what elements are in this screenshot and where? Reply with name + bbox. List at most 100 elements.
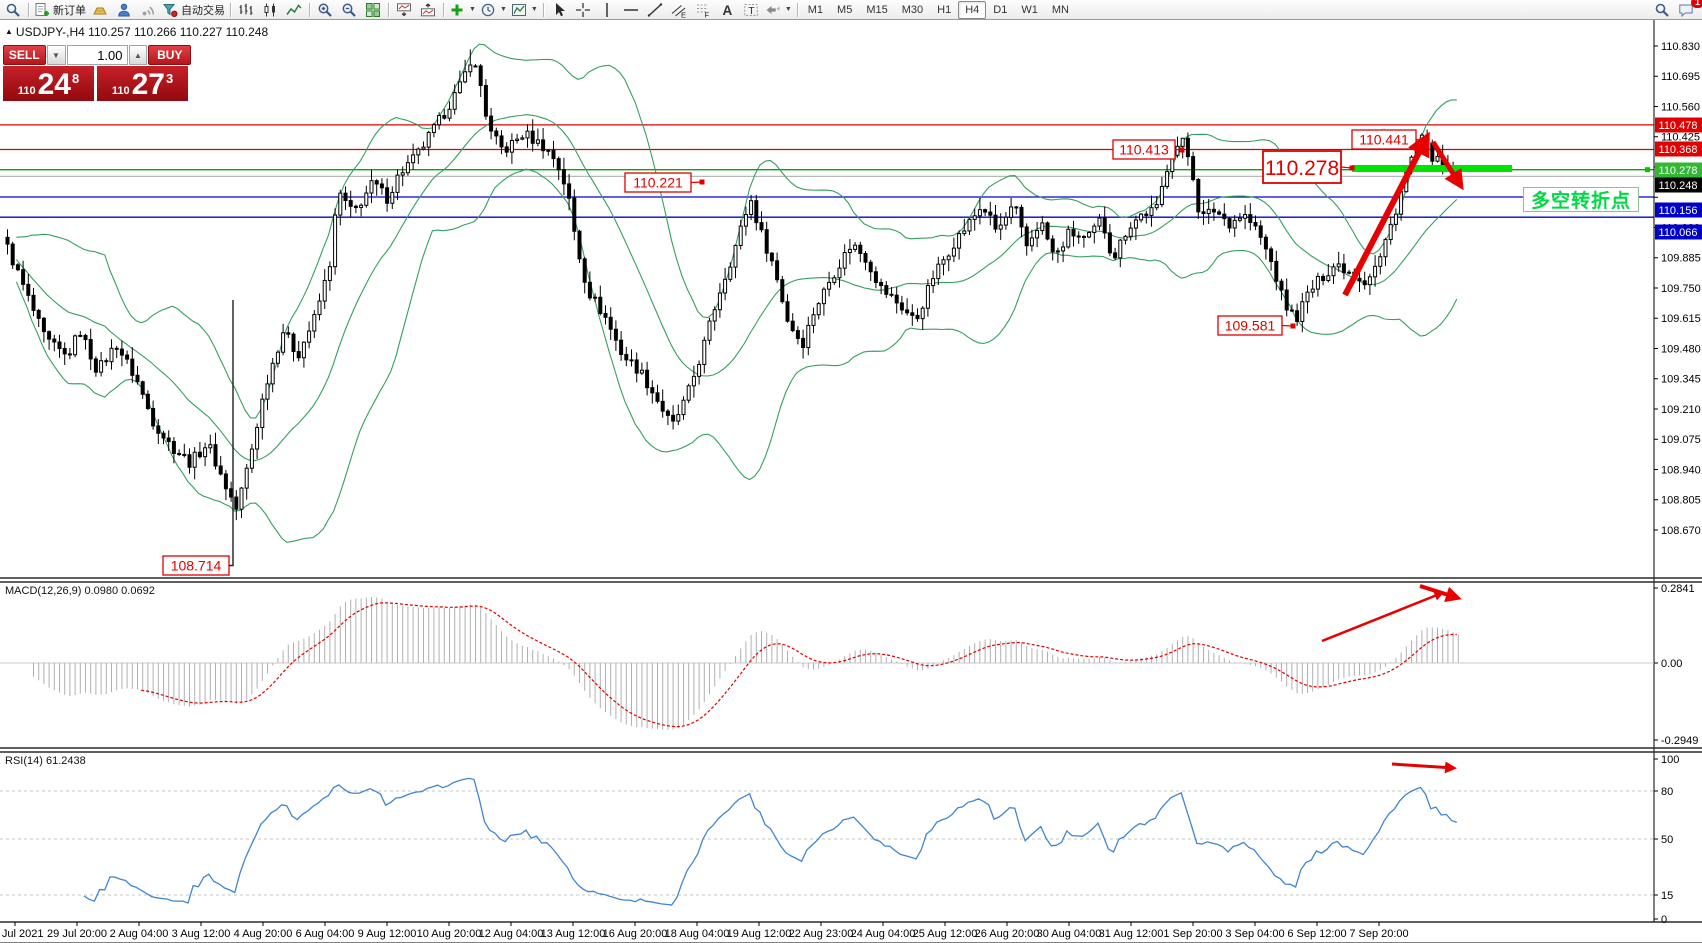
fibonacci-tool-button[interactable]: F [691,1,715,19]
svg-text:T: T [748,5,755,17]
price-label-109.581[interactable]: 109.581 [1217,315,1296,336]
rsi-tick-label: 0 [1661,914,1667,926]
red-arrow-annotation[interactable] [1391,761,1457,774]
time-tick-label: 24 Aug 04:00 [851,928,916,940]
timeframe-mn-button[interactable]: MN [1051,3,1069,16]
channel-tool-button[interactable]: E [667,1,691,19]
tile-windows-icon [366,2,380,17]
price-badge-text: 110.156 [1659,205,1698,217]
signals-button[interactable] [136,1,160,19]
market-watch-icon [118,3,130,16]
macd-axis[interactable]: 0.2841 0.00 -0.2949 [1654,583,1698,747]
time-tick-label: 18 Aug 04:00 [665,928,730,940]
indicator-window-1-button[interactable] [392,1,416,19]
red-arrow-annotation[interactable] [1342,131,1430,297]
price-label-108.714[interactable]: 108.714 [162,300,234,576]
periods-dropdown-icon[interactable]: ▼ [499,6,507,13]
add-indicator-button[interactable]: ▼ [447,1,478,19]
zoom-out-button[interactable] [337,1,361,19]
shapes-tool-dropdown-icon[interactable]: ▼ [784,6,792,13]
new-order-button[interactable]: 新订单 [32,1,88,19]
timeframe-m1-button[interactable]: M1 [807,3,824,16]
search-button[interactable] [1650,1,1674,19]
chart-window[interactable]: 110.830110.695110.560110.425110.020109.8… [0,20,1702,942]
tile-windows-button[interactable] [361,1,385,19]
new-order-label: 新订单 [53,4,86,17]
price-tick-label: 108.670 [1661,525,1701,537]
time-tick-label: 1 Sep 20:00 [1163,928,1222,940]
buy-button[interactable]: BUY [148,45,191,65]
templates-button[interactable]: ▼ [509,1,540,19]
periods-button[interactable]: ▼ [478,1,509,19]
time-tick-label: 25 Aug 12:00 [913,928,978,940]
volume-input[interactable] [66,45,128,65]
vline-tool-button[interactable] [595,1,619,19]
rsi-tick-label: 15 [1661,890,1673,902]
green-line-handle[interactable] [1645,167,1650,173]
cursor-tool-button[interactable] [547,1,571,19]
timeframe-m15-button[interactable]: M15 [866,3,888,16]
sell-price-box[interactable]: 110 24 8 [3,66,94,101]
text-tool-button[interactable]: A [715,1,739,19]
buy-price-box[interactable]: 110 27 3 [97,66,188,101]
timeframe-w1-button[interactable]: W1 [1021,3,1038,16]
timeframe-h1-button[interactable]: H1 [937,3,952,16]
price-label-110.278[interactable]: 110.278 [1262,150,1355,184]
collapse-panel-icon[interactable]: ▲ [5,27,13,36]
red-arrow-annotation[interactable] [1321,591,1445,643]
green-highlight-bar[interactable] [1352,165,1512,172]
price-badge-text: 110.248 [1659,180,1698,192]
bar-chart-mode-button[interactable] [234,1,258,19]
symbols-search-button[interactable] [1,1,25,19]
zoom-in-button[interactable] [313,1,337,19]
indicator-window-2-button[interactable] [416,1,440,19]
price-label-text: 110.413 [1119,142,1169,158]
macd-tick-label: 0.00 [1661,658,1682,670]
search-icon [1655,3,1669,17]
red-arrow-annotation[interactable] [1430,140,1464,191]
templates-dropdown-icon[interactable]: ▼ [530,6,538,13]
volume-increase-button[interactable]: ▲ [128,45,148,65]
timeframe-d1-button[interactable]: D1 [993,3,1008,16]
label-tool-button[interactable]: T [739,1,763,19]
shapes-tool-button[interactable]: ▼ [763,1,794,19]
bollinger-upper-band [16,43,1457,419]
pane-separator[interactable] [0,577,1702,583]
autotrade-icon [162,3,178,17]
red-arrow-annotation[interactable] [1419,584,1462,603]
candlestick-mode-icon [264,3,275,16]
autotrade-button[interactable]: 自动交易 [160,1,227,19]
notifications-button[interactable]: 1 [1674,0,1702,19]
rsi-line [83,777,1458,906]
candlestick-mode-button[interactable] [258,1,282,19]
price-tick-label: 110.830 [1661,41,1700,53]
crosshair-tool-button[interactable] [571,1,595,19]
line-chart-mode-button[interactable] [282,1,306,19]
price-label-110.221[interactable]: 110.221 [624,172,705,193]
periods-icon [481,3,495,16]
trendline-tool-button[interactable] [643,1,667,19]
price-label-text: 110.441 [1359,132,1409,148]
rsi-axis[interactable]: 100 80 50 15 0 [1654,754,1679,926]
volume-decrease-button[interactable]: ▼ [46,45,66,65]
turning-point-text-object[interactable]: 多空转折点 [1523,187,1639,212]
time-tick-label: 7 Sep 20:00 [1349,928,1408,940]
hline-tool-button[interactable] [619,1,643,19]
timeframe-m30-button[interactable]: M30 [901,3,924,16]
price-label-110.441[interactable]: 110.441 [1351,129,1425,150]
hline-tool-icon [623,8,638,11]
price-label-110.413[interactable]: 110.413 [1112,139,1185,160]
add-indicator-dropdown-icon[interactable]: ▼ [469,6,476,13]
timeframe-m5-button[interactable]: M5 [837,3,853,16]
price-tick-label: 109.075 [1661,434,1701,446]
trendline-tool-icon [647,2,663,17]
market-watch-button[interactable] [112,1,136,19]
timeframe-h4-button[interactable]: H4 [958,0,987,19]
time-axis[interactable]: 28 Jul 2021 29 Jul 20:002 Aug 04:003 Aug … [0,921,1702,940]
pane-separator[interactable] [0,747,1702,753]
chart-canvas[interactable]: 110.830110.695110.560110.425110.020109.8… [0,20,1702,942]
sell-button[interactable]: SELL [3,45,46,65]
price-axis[interactable]: 110.830110.695110.560110.425110.020109.8… [1653,20,1702,922]
history-center-button[interactable] [88,1,112,19]
rsi-indicator-label: RSI(14) 61.2438 [5,755,86,767]
